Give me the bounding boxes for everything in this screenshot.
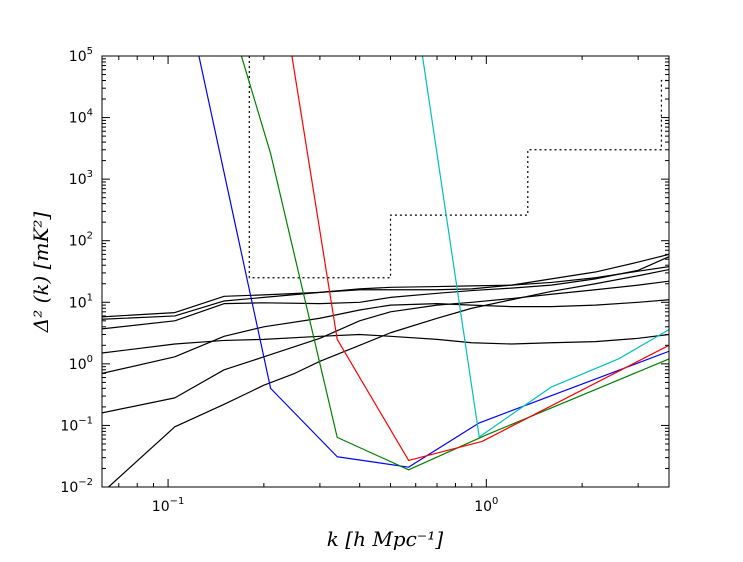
y-tick-label: 103: [69, 169, 93, 188]
series-line-model-7: [108, 268, 669, 487]
x-tick-base: 10: [152, 499, 170, 515]
series-line-limit: [248, 56, 669, 279]
series-line-model-2: [102, 253, 669, 320]
x-tick-label: 10−1: [152, 496, 185, 515]
y-tick-label: 102: [69, 231, 93, 250]
x-tick-base: 10: [474, 499, 492, 515]
y-axis-title: Δ² (k) [mK²]: [29, 212, 53, 334]
x-axis-title: k [h Mpc⁻¹]: [327, 527, 444, 551]
plot-frame: [101, 55, 670, 488]
y-tick-exponent: −2: [78, 477, 93, 488]
y-tick-base: 10: [69, 172, 87, 188]
series-line-model-4: [102, 333, 669, 354]
x-axis: 10−1 100: [118, 56, 639, 515]
series-line-model-6: [102, 280, 669, 414]
y-tick-base: 10: [60, 418, 78, 434]
x-tick-exponent: −1: [170, 496, 185, 507]
y-tick-label: 101: [69, 292, 93, 311]
series-line-red: [291, 56, 669, 462]
y-tick-base: 10: [69, 234, 87, 250]
y-tick-exponent: 0: [87, 354, 93, 365]
y-tick-label: 10−2: [60, 477, 93, 496]
y-tick-base: 10: [69, 49, 87, 65]
y-tick-label: 100: [69, 354, 93, 373]
x-tick-label: 100: [474, 496, 498, 515]
series-line-green: [240, 56, 669, 471]
y-tick-label: 10−1: [60, 415, 93, 434]
y-tick-exponent: 1: [87, 292, 93, 303]
y-tick-exponent: 4: [87, 108, 93, 119]
y-tick-exponent: 2: [87, 231, 93, 242]
y-tick-label: 105: [69, 46, 93, 65]
plot-area: [101, 55, 670, 488]
y-tick-base: 10: [69, 295, 87, 311]
y-tick-exponent: 5: [87, 46, 93, 57]
series-group: [102, 56, 669, 487]
y-tick-base: 10: [69, 357, 87, 373]
series-line-cyan: [421, 56, 669, 438]
x-tick-exponent: 0: [492, 496, 498, 507]
y-tick-label: 104: [69, 108, 93, 127]
series-line-blue: [198, 56, 669, 468]
y-tick-base: 10: [60, 480, 78, 496]
series-line-model-3: [102, 256, 669, 330]
y-tick-exponent: −1: [78, 415, 93, 426]
y-tick-base: 10: [69, 111, 87, 127]
series-line-model-1: [102, 265, 669, 318]
series-line-model-5: [102, 299, 669, 374]
y-tick-exponent: 3: [87, 169, 93, 180]
